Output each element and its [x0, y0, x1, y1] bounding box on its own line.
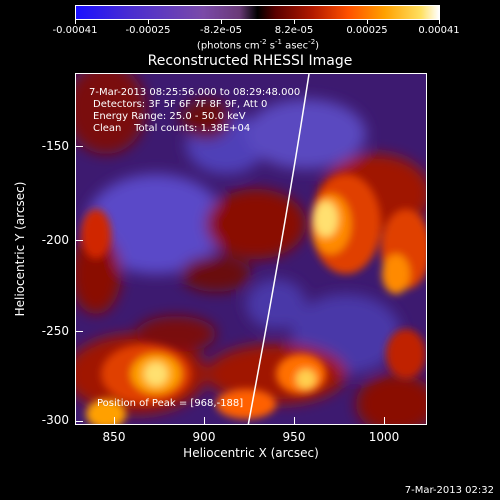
colorbar-tick — [367, 20, 368, 24]
colorbar-tick — [221, 20, 222, 24]
y-tick — [75, 146, 83, 147]
colorbar — [75, 5, 440, 20]
solar-limb-line — [247, 74, 310, 424]
units-exp: -2 — [259, 38, 267, 46]
energy-range-text: Energy Range: 25.0 - 50.0 keV — [93, 111, 246, 122]
x-tick-label: 900 — [192, 430, 216, 444]
peak-position-text: Position of Peak = [968,-188] — [97, 398, 244, 409]
colorbar-units: (photons cm-2 s-1 asec-2) — [197, 38, 319, 51]
x-tick — [294, 417, 295, 425]
units-exp: -1 — [275, 38, 283, 46]
units-text: s — [266, 40, 276, 52]
x-tick — [384, 417, 385, 425]
time-range-text: 7-Mar-2013 08:25:56.000 to 08:29:48.000 — [89, 87, 301, 98]
detectors-text: Detectors: 3F 5F 6F 7F 8F 9F, Att 0 — [93, 99, 268, 110]
y-tick — [75, 240, 83, 241]
timestamp: 7-Mar-2013 02:32 — [404, 485, 494, 496]
y-axis-label: Heliocentric Y (arcsec) — [13, 181, 27, 317]
units-exp: -2 — [308, 38, 316, 46]
x-tick-label: 1000 — [368, 430, 400, 444]
units-text: (photons cm — [196, 40, 260, 52]
colorbar-tick-label: -8.2e-05 — [200, 25, 242, 36]
x-tick-label: 850 — [102, 430, 126, 444]
colorbar-tick-label: 0.00025 — [346, 25, 388, 36]
y-tick — [75, 421, 83, 422]
y-tick-label: -200 — [41, 233, 69, 247]
colorbar-tick — [439, 20, 440, 24]
x-axis-label: Heliocentric X (arcsec) — [183, 446, 319, 460]
rhessi-image: 7-Mar-2013 08:25:56.000 to 08:29:48.000 … — [75, 73, 427, 425]
rhessi-image-map — [76, 74, 426, 424]
colorbar-tick — [75, 20, 76, 24]
plot-title: Reconstructed RHESSI Image — [147, 53, 353, 69]
y-tick-label: -150 — [41, 139, 69, 153]
colorbar-gradient — [76, 6, 439, 19]
clean-counts-text: Clean Total counts: 1.38E+04 — [93, 123, 251, 134]
units-text: asec — [282, 40, 309, 52]
y-tick — [75, 331, 83, 332]
colorbar-tick-label: -0.00041 — [52, 25, 98, 36]
colorbar-tick-label: -0.00025 — [125, 25, 171, 36]
x-tick-label: 950 — [282, 430, 306, 444]
colorbar-tick-label: 0.00041 — [418, 25, 460, 36]
x-tick — [204, 417, 205, 425]
y-tick-label: -300 — [41, 413, 69, 427]
y-tick-label: -250 — [41, 324, 69, 338]
colorbar-tick — [294, 20, 295, 24]
colorbar-tick-label: 8.2e-05 — [274, 25, 314, 36]
units-text: ) — [315, 40, 320, 52]
colorbar-tick — [148, 20, 149, 24]
x-tick — [114, 417, 115, 425]
